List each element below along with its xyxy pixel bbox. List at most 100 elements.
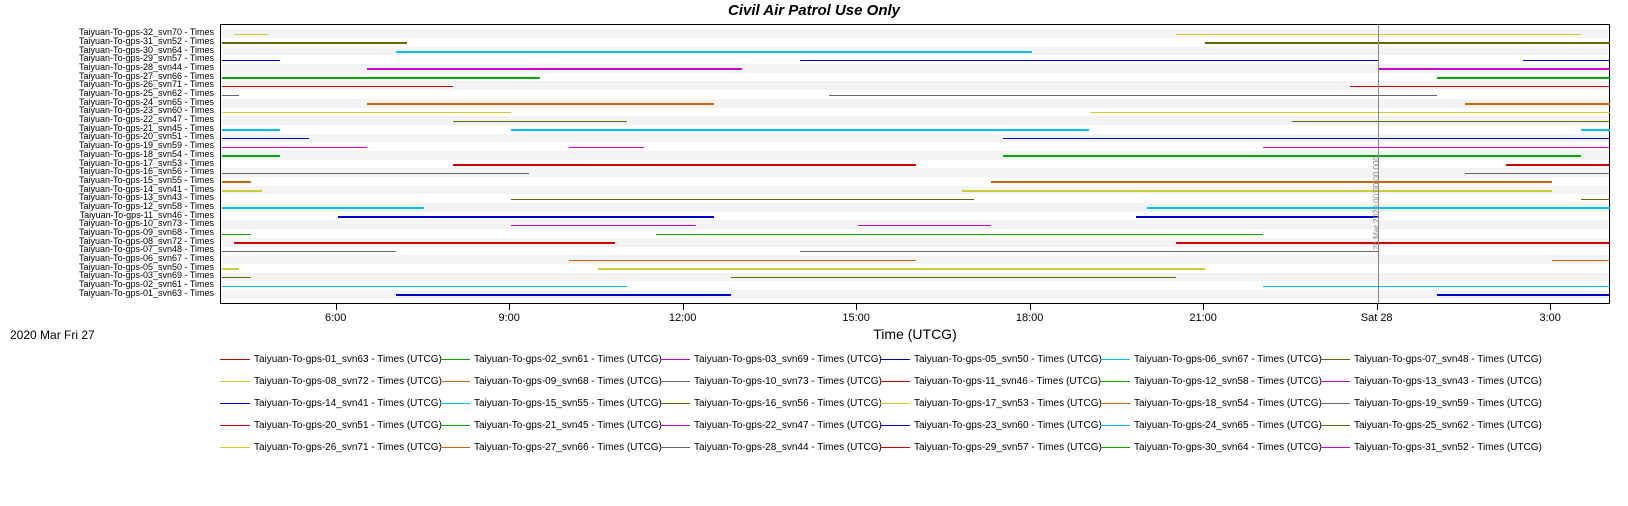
x-tick — [1550, 304, 1551, 310]
gantt-segment — [1523, 60, 1610, 62]
gantt-segment — [991, 181, 1552, 183]
legend-swatch — [660, 425, 690, 427]
gantt-segment — [396, 51, 1032, 53]
legend-item: Taiyuan-To-gps-30_svn64 - Times (UTCG) — [1100, 442, 1322, 453]
legend-label: Taiyuan-To-gps-08_svn72 - Times (UTCG) — [254, 376, 442, 387]
legend-label: Taiyuan-To-gps-12_svn58 - Times (UTCG) — [1134, 376, 1322, 387]
gantt-segment — [1205, 42, 1610, 44]
legend-item: Taiyuan-To-gps-22_svn47 - Times (UTCG) — [660, 420, 882, 431]
legend-item: Taiyuan-To-gps-13_svn43 - Times (UTCG) — [1320, 376, 1542, 387]
gantt-segment — [453, 164, 916, 166]
legend-swatch — [1320, 359, 1350, 361]
legend-item: Taiyuan-To-gps-11_svn46 - Times (UTCG) — [880, 376, 1101, 387]
legend-label: Taiyuan-To-gps-19_svn59 - Times (UTCG) — [1354, 398, 1542, 409]
legend-label: Taiyuan-To-gps-31_svn52 - Times (UTCG) — [1354, 442, 1542, 453]
legend-item: Taiyuan-To-gps-01_svn63 - Times (UTCG) — [220, 354, 442, 365]
legend-swatch — [220, 381, 250, 383]
legend-swatch — [660, 381, 690, 383]
legend-label: Taiyuan-To-gps-13_svn43 - Times (UTCG) — [1354, 376, 1542, 387]
x-tick-label: 3:00 — [1539, 312, 1560, 324]
gantt-segment — [656, 234, 1263, 236]
gantt-segment — [222, 277, 251, 279]
legend-item: Taiyuan-To-gps-26_svn71 - Times (UTCG) — [220, 442, 442, 453]
legend-swatch — [880, 425, 910, 427]
x-tick-label: 15:00 — [842, 312, 870, 324]
gantt-segment — [1465, 173, 1610, 175]
legend-item: Taiyuan-To-gps-25_svn62 - Times (UTCG) — [1320, 420, 1542, 431]
gantt-segment — [453, 121, 627, 123]
legend-swatch — [1100, 447, 1130, 449]
legend-item: Taiyuan-To-gps-14_svn41 - Times (UTCG) — [220, 398, 442, 409]
legend-label: Taiyuan-To-gps-06_svn67 - Times (UTCG) — [1134, 354, 1322, 365]
legend-item: Taiyuan-To-gps-07_svn48 - Times (UTCG) — [1320, 354, 1542, 365]
gantt-segment — [511, 129, 1089, 131]
gantt-segment — [1003, 138, 1610, 140]
legend-label: Taiyuan-To-gps-21_svn45 - Times (UTCG) — [474, 420, 662, 431]
legend-swatch — [1320, 447, 1350, 449]
time-marker-text: 28 Mar 2020 00:00:00.000 — [1372, 156, 1381, 250]
legend-item: Taiyuan-To-gps-17_svn53 - Times (UTCG) — [880, 398, 1102, 409]
legend-label: Taiyuan-To-gps-24_svn65 - Times (UTCG) — [1134, 420, 1322, 431]
gantt-segment — [829, 95, 1436, 97]
gantt-segment — [1176, 34, 1581, 36]
gantt-segment — [1263, 147, 1610, 149]
legend-label: Taiyuan-To-gps-11_svn46 - Times (UTCG) — [914, 376, 1101, 387]
legend-item: Taiyuan-To-gps-16_svn56 - Times (UTCG) — [660, 398, 882, 409]
x-tick — [856, 304, 857, 310]
legend-swatch — [440, 359, 470, 361]
gantt-segment — [1263, 286, 1610, 288]
gantt-segment — [1090, 112, 1611, 114]
gantt-segment — [598, 268, 1205, 270]
gantt-segment — [222, 138, 309, 140]
gantt-segment — [1437, 294, 1611, 296]
gantt-segment — [800, 60, 1378, 62]
legend-item: Taiyuan-To-gps-08_svn72 - Times (UTCG) — [220, 376, 442, 387]
gantt-segment — [858, 225, 991, 227]
gantt-chart: Civil Air Patrol Use Only Taiyuan-To-gps… — [0, 0, 1628, 506]
gantt-segment — [222, 95, 239, 97]
legend-swatch — [220, 403, 250, 405]
gantt-segment — [1465, 103, 1610, 105]
x-tick-label: 6:00 — [325, 312, 346, 324]
legend-swatch — [1320, 425, 1350, 427]
x-tick — [1377, 304, 1378, 310]
date-label: 2020 Mar Fri 27 — [10, 328, 95, 342]
legend-label: Taiyuan-To-gps-22_svn47 - Times (UTCG) — [694, 420, 882, 431]
x-tick — [336, 304, 337, 310]
gantt-segment — [1003, 155, 1581, 157]
legend-swatch — [1100, 381, 1130, 383]
gantt-segment — [1506, 164, 1610, 166]
gantt-segment — [1350, 86, 1610, 88]
gantt-segment — [1581, 199, 1610, 201]
gantt-segment — [222, 173, 529, 175]
legend-item: Taiyuan-To-gps-05_svn50 - Times (UTCG) — [880, 354, 1102, 365]
gantt-segment — [222, 155, 280, 157]
legend-item: Taiyuan-To-gps-19_svn59 - Times (UTCG) — [1320, 398, 1542, 409]
gantt-segment — [800, 251, 1378, 253]
legend-label: Taiyuan-To-gps-23_svn60 - Times (UTCG) — [914, 420, 1102, 431]
legend-label: Taiyuan-To-gps-27_svn66 - Times (UTCG) — [474, 442, 662, 453]
legend-swatch — [440, 403, 470, 405]
gantt-segment — [962, 190, 1552, 192]
legend-item: Taiyuan-To-gps-24_svn65 - Times (UTCG) — [1100, 420, 1322, 431]
legend-swatch — [880, 359, 910, 361]
legend-label: Taiyuan-To-gps-20_svn51 - Times (UTCG) — [254, 420, 442, 431]
gantt-segment — [222, 190, 262, 192]
x-axis-label: Time (UTCG) — [220, 326, 1610, 342]
x-tick — [1030, 304, 1031, 310]
x-tick — [509, 304, 510, 310]
legend-swatch — [660, 359, 690, 361]
legend-item: Taiyuan-To-gps-03_svn69 - Times (UTCG) — [660, 354, 882, 365]
gantt-segment — [1136, 216, 1379, 218]
gantt-segment — [1292, 121, 1610, 123]
gantt-segment — [222, 77, 540, 79]
legend-label: Taiyuan-To-gps-10_svn73 - Times (UTCG) — [694, 376, 882, 387]
x-tick — [683, 304, 684, 310]
legend-swatch — [220, 447, 250, 449]
gantt-segment — [511, 225, 696, 227]
gantt-segment — [367, 103, 714, 105]
gantt-segment — [367, 68, 743, 70]
legend-label: Taiyuan-To-gps-26_svn71 - Times (UTCG) — [254, 442, 442, 453]
gantt-segment — [569, 260, 916, 262]
legend-item: Taiyuan-To-gps-28_svn44 - Times (UTCG) — [660, 442, 882, 453]
